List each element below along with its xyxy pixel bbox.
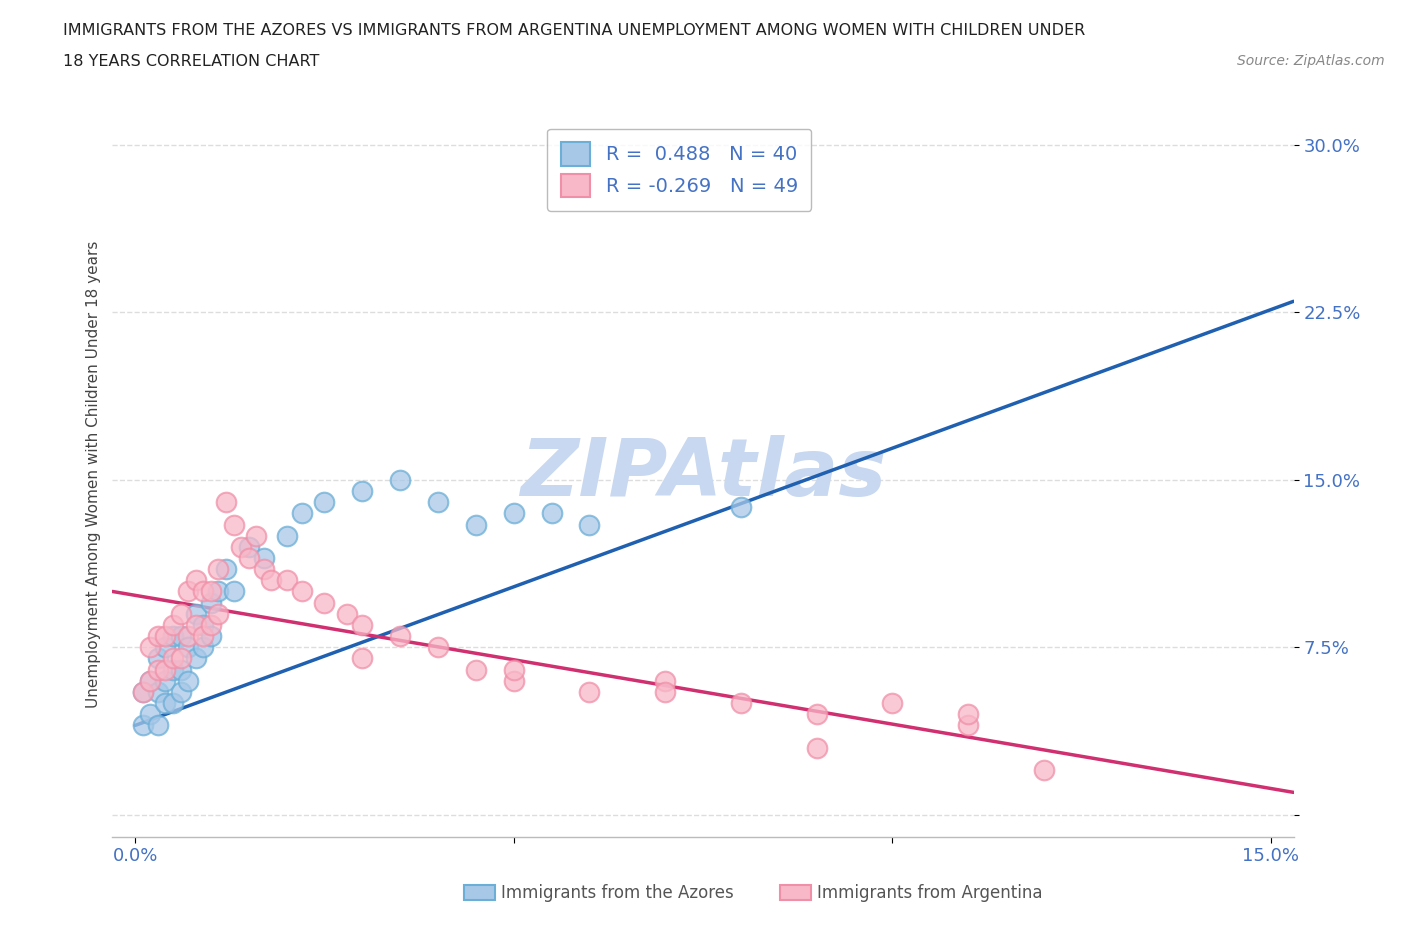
Point <box>207 562 229 577</box>
Point <box>184 618 207 632</box>
Point <box>956 707 979 722</box>
Point <box>882 696 904 711</box>
Point <box>184 573 207 588</box>
Point <box>139 707 162 722</box>
Text: ZIPAtlas: ZIPAtlas <box>520 435 886 513</box>
Point <box>139 640 162 655</box>
Point <box>276 528 298 543</box>
Point <box>169 684 191 699</box>
Point <box>314 595 336 610</box>
Point <box>291 506 314 521</box>
Point <box>291 584 314 599</box>
Point <box>155 673 177 688</box>
Point <box>427 495 450 510</box>
Point <box>336 606 359 621</box>
Point <box>132 718 155 733</box>
Point <box>146 651 169 666</box>
Point <box>578 517 600 532</box>
Point <box>155 640 177 655</box>
Point <box>806 740 828 755</box>
Point <box>177 640 200 655</box>
Point <box>231 539 253 554</box>
Point <box>654 684 676 699</box>
Point <box>146 629 169 644</box>
Point <box>177 629 200 644</box>
Point <box>139 673 162 688</box>
Point <box>222 584 245 599</box>
Point <box>215 562 238 577</box>
Point <box>162 618 184 632</box>
Point <box>540 506 562 521</box>
Point <box>352 618 374 632</box>
Point <box>155 662 177 677</box>
Point <box>162 662 184 677</box>
Point <box>169 606 191 621</box>
Point <box>222 517 245 532</box>
Point <box>502 506 524 521</box>
Point <box>464 517 486 532</box>
Legend: R =  0.488   N = 40, R = -0.269   N = 49: R = 0.488 N = 40, R = -0.269 N = 49 <box>547 128 811 211</box>
Text: IMMIGRANTS FROM THE AZORES VS IMMIGRANTS FROM ARGENTINA UNEMPLOYMENT AMONG WOMEN: IMMIGRANTS FROM THE AZORES VS IMMIGRANTS… <box>63 23 1085 38</box>
Y-axis label: Unemployment Among Women with Children Under 18 years: Unemployment Among Women with Children U… <box>86 241 101 708</box>
Point <box>200 584 222 599</box>
Point <box>155 629 177 644</box>
Point <box>464 662 486 677</box>
Point <box>654 673 676 688</box>
Point <box>730 696 752 711</box>
Point <box>184 606 207 621</box>
Point <box>146 662 169 677</box>
Point <box>427 640 450 655</box>
Point <box>193 629 215 644</box>
Point <box>162 651 184 666</box>
Point <box>578 684 600 699</box>
Point <box>245 528 267 543</box>
Point <box>177 673 200 688</box>
Point <box>314 495 336 510</box>
Text: Source: ZipAtlas.com: Source: ZipAtlas.com <box>1237 54 1385 68</box>
Point <box>200 629 222 644</box>
Point <box>238 551 260 565</box>
Point <box>389 629 412 644</box>
Point <box>193 584 215 599</box>
Point <box>200 618 222 632</box>
Point <box>155 696 177 711</box>
Point <box>956 718 979 733</box>
Point <box>352 651 374 666</box>
Point <box>200 595 222 610</box>
Point <box>352 484 374 498</box>
Point <box>193 618 215 632</box>
Point <box>502 673 524 688</box>
Text: Immigrants from the Azores: Immigrants from the Azores <box>501 884 734 902</box>
Point <box>276 573 298 588</box>
Point <box>253 562 276 577</box>
Point <box>1032 763 1054 777</box>
Point <box>146 718 169 733</box>
Point <box>238 539 260 554</box>
Point <box>132 684 155 699</box>
Text: 18 YEARS CORRELATION CHART: 18 YEARS CORRELATION CHART <box>63 54 319 69</box>
Point <box>193 640 215 655</box>
Point <box>207 584 229 599</box>
Point <box>207 606 229 621</box>
Point <box>177 584 200 599</box>
Point <box>806 707 828 722</box>
Point <box>730 499 752 514</box>
Point <box>162 629 184 644</box>
Point <box>169 651 191 666</box>
Point <box>146 684 169 699</box>
Point <box>162 696 184 711</box>
Point <box>502 662 524 677</box>
Point <box>169 629 191 644</box>
Point <box>389 472 412 487</box>
Point <box>139 673 162 688</box>
Point <box>132 684 155 699</box>
Point <box>260 573 283 588</box>
Point <box>169 662 191 677</box>
Text: Immigrants from Argentina: Immigrants from Argentina <box>817 884 1042 902</box>
Point <box>184 651 207 666</box>
Point <box>253 551 276 565</box>
Point <box>215 495 238 510</box>
